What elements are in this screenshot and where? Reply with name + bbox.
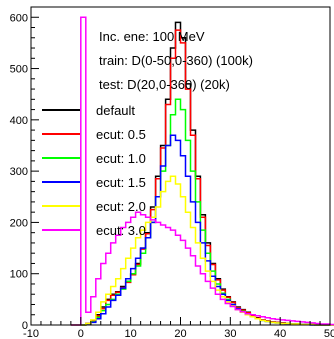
legend-label-3: ecut: 1.5 — [96, 175, 146, 190]
annotation-line-1: train: D(0-50,0-360) (100k) — [99, 53, 253, 68]
x-tick-label-1: 0 — [78, 328, 84, 339]
x-tick-label-6: 50 — [324, 328, 334, 339]
legend: default ecut: 0.5 ecut: 1.0 ecut: 1.5 ecut: … — [42, 103, 146, 238]
x-tick-label-5: 40 — [274, 328, 286, 339]
legend-label-0: default — [96, 103, 135, 118]
x-tick-label-4: 30 — [224, 328, 236, 339]
y-tick-label-5: 500 — [10, 64, 28, 76]
annotation-line-0: Inc. ene: 100 MeV — [99, 29, 205, 44]
legend-label-1: ecut: 0.5 — [96, 127, 146, 142]
series-4-line — [70, 175, 334, 326]
y-tick-label-2: 200 — [10, 217, 28, 229]
series-5-line — [70, 16, 334, 326]
legend-label-2: ecut: 1.0 — [96, 151, 146, 166]
y-tick-label-6: 600 — [10, 12, 28, 24]
legend-label-4: ecut: 2.0 — [96, 199, 146, 214]
x-tick-label-2: 10 — [125, 328, 137, 339]
y-tick-label-3: 300 — [10, 166, 28, 178]
annotation-layer: Inc. ene: 100 MeV train: D(0-50,0-360) (… — [99, 29, 253, 92]
legend-label-5: ecut: 3.0 — [96, 223, 146, 238]
annotation-line-2: test: D(20,0-360) (20k) — [99, 77, 230, 92]
y-tick-label-0: 0 — [22, 320, 28, 332]
x-tick-label-3: 20 — [174, 328, 186, 339]
x-tick-label-0: -10 — [23, 328, 39, 339]
y-tick-label-1: 100 — [10, 269, 28, 281]
y-tick-label-4: 400 — [10, 115, 28, 127]
series-layer — [70, 16, 334, 326]
